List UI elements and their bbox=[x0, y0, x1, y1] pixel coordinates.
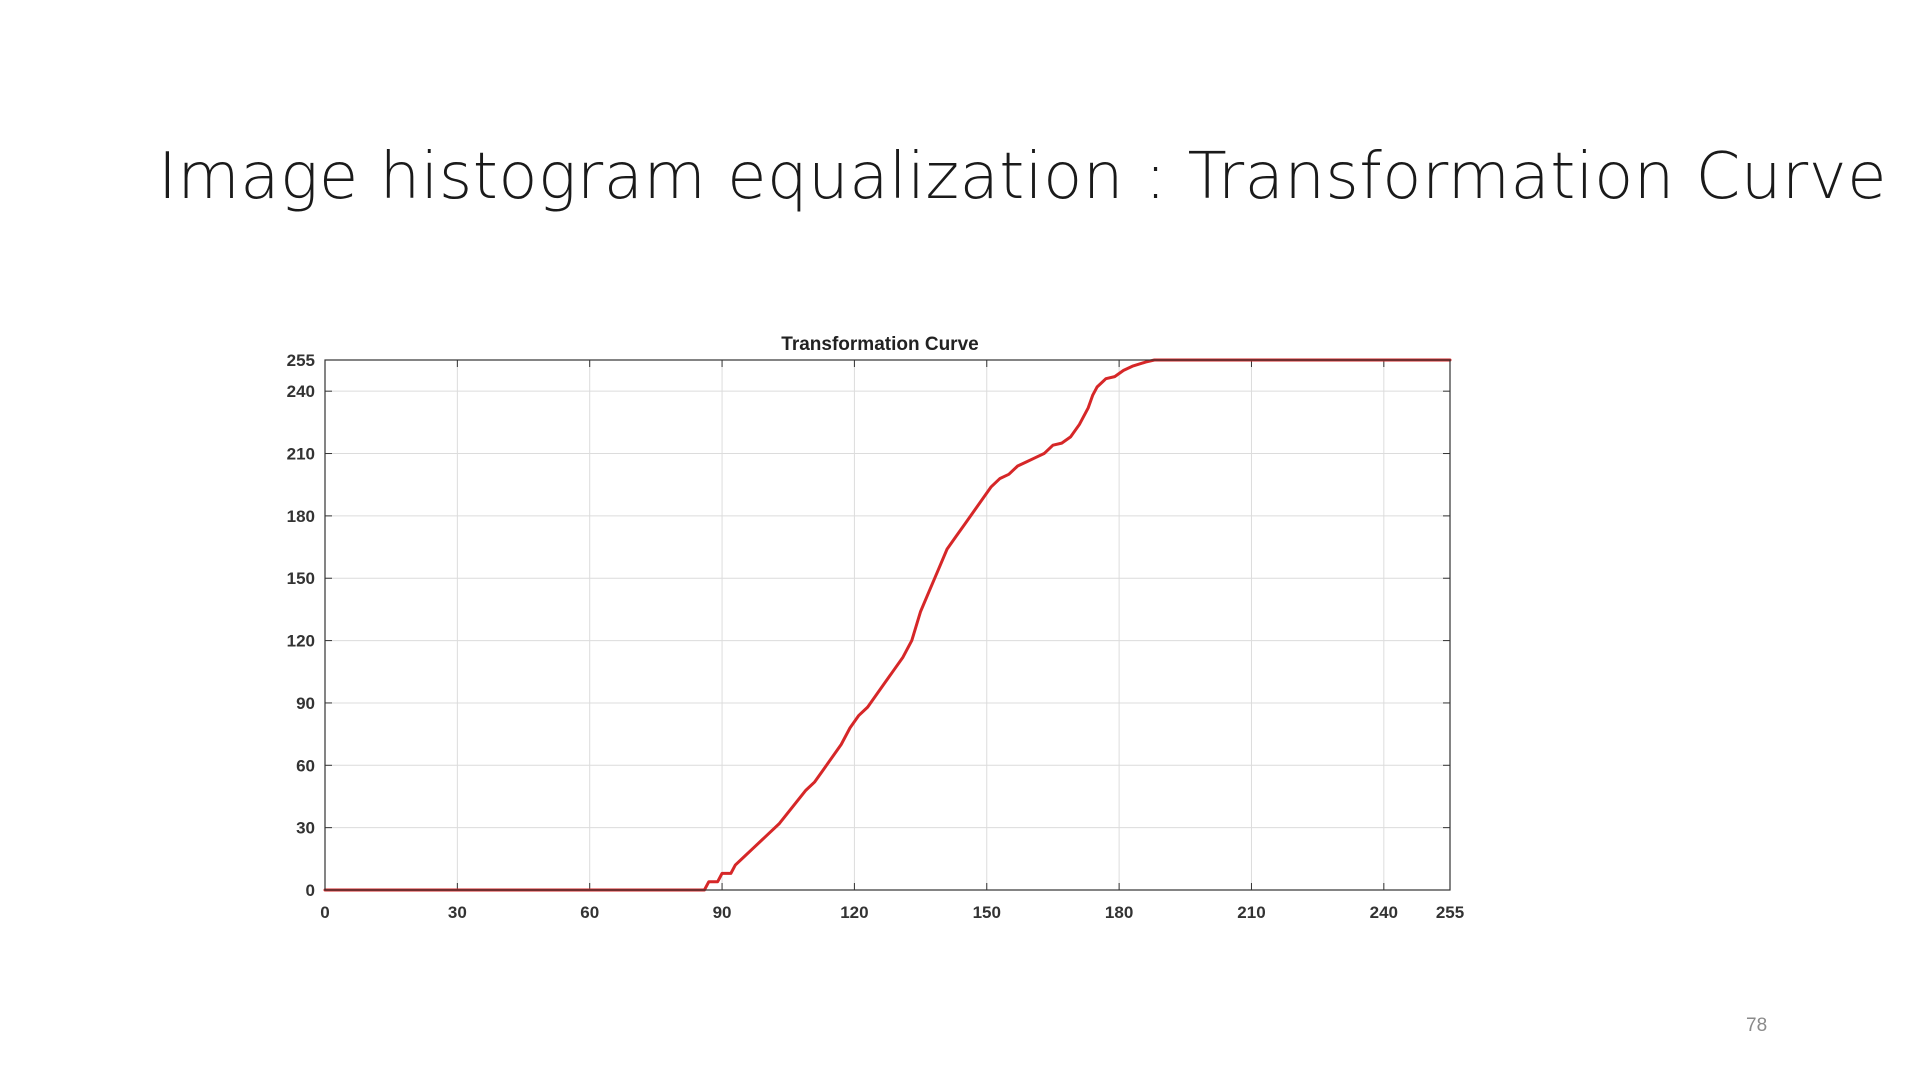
y-tick-label: 150 bbox=[287, 569, 315, 588]
plot-area bbox=[325, 360, 1450, 890]
y-tick-label: 30 bbox=[296, 819, 315, 838]
slide-title: Image histogram equalization : Transform… bbox=[158, 140, 1887, 214]
axes-box bbox=[324, 359, 1451, 891]
x-tick-label: 255 bbox=[1436, 903, 1464, 922]
x-tick-label: 90 bbox=[713, 903, 732, 922]
x-tick-label: 30 bbox=[448, 903, 467, 922]
x-tick-label: 240 bbox=[1370, 903, 1398, 922]
x-tick-label: 0 bbox=[320, 903, 329, 922]
curve-line bbox=[323, 358, 1452, 892]
transformation-curve-chart: 0 30 60 90 120 150 180 210 240 255 0 30 60 90 120 150 18… bbox=[287, 334, 1465, 922]
x-tick-label: 120 bbox=[840, 903, 868, 922]
page-number: 78 bbox=[1746, 1015, 1768, 1036]
y-tick-label: 120 bbox=[287, 632, 315, 651]
y-tick-label: 90 bbox=[296, 694, 315, 713]
chart-title: Transformation Curve bbox=[781, 334, 978, 355]
y-tick-label: 0 bbox=[306, 881, 315, 900]
y-tick-label: 210 bbox=[287, 445, 315, 464]
y-tick-label: 255 bbox=[287, 351, 315, 370]
chart-container: 0 30 60 90 120 150 180 210 240 255 0 30 60 90 120 150 18… bbox=[260, 320, 1480, 940]
x-tick-label: 60 bbox=[580, 903, 599, 922]
x-tick-label: 210 bbox=[1237, 903, 1265, 922]
x-tick-label: 150 bbox=[973, 903, 1001, 922]
y-tick-label: 180 bbox=[287, 507, 315, 526]
x-tick-label: 180 bbox=[1105, 903, 1133, 922]
y-tick-label: 60 bbox=[296, 756, 315, 775]
y-tick-label: 240 bbox=[287, 382, 315, 401]
